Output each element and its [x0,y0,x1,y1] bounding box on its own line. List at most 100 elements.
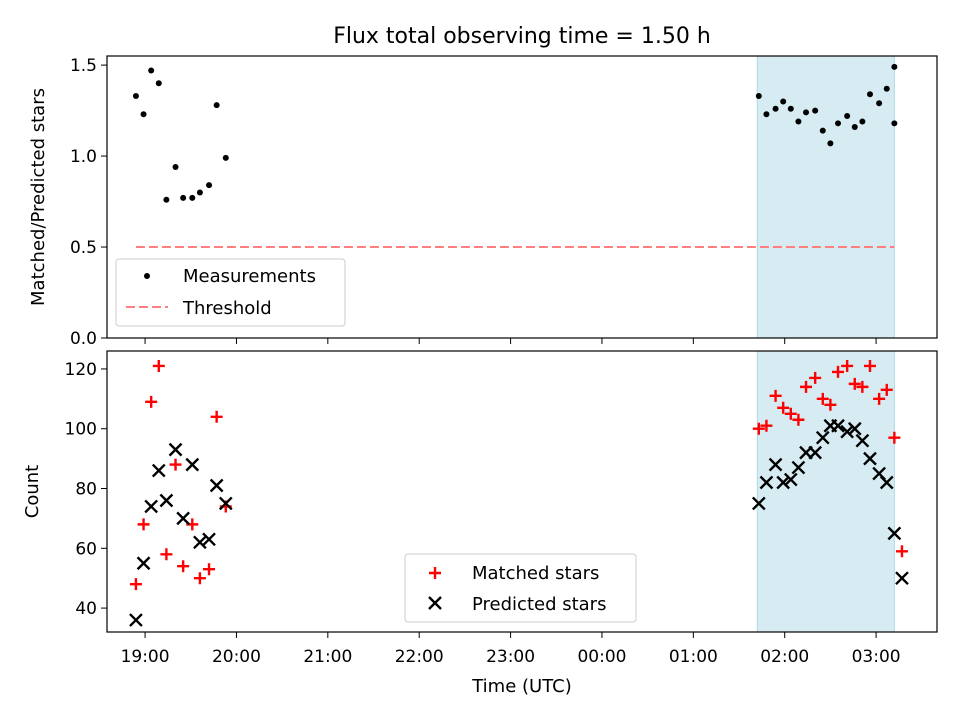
y-tick-label: 120 [65,360,97,380]
measurement-point [859,118,866,125]
measurement-point [866,91,873,98]
legend-box [115,258,346,327]
measurement-point [140,111,147,118]
predicted-star-point [840,424,854,439]
predicted-star-point [768,457,783,472]
predicted-star-point [831,418,845,433]
predicted-star-point [879,475,894,490]
measurement-point [163,196,170,203]
measurement-point [222,154,229,161]
matched-star-point [848,377,861,390]
matched-star-point [169,458,182,471]
x-tick-label: 21:00 [303,647,352,667]
matched-star-point [129,578,142,591]
measurement-point [196,189,203,196]
matched-star-point [177,560,190,573]
matched-star-point [777,401,790,414]
matched-star-point [816,392,829,405]
y-axis-label: Count [22,465,43,518]
matched-star-point [769,389,782,402]
matched-star-point [856,380,869,393]
x-tick-label: 19:00 [121,647,170,667]
measurement-point [148,67,155,74]
measurement-point [206,182,213,189]
matched-star-point [145,395,158,408]
matched-star-point [800,380,813,393]
matched-star-point [784,407,797,420]
matched-star-point [760,419,773,432]
measurement-point [876,100,883,107]
predicted-star-point [202,532,216,547]
predicted-star-point [193,535,207,550]
matched-star-point [152,359,165,372]
measurement-point [213,102,220,109]
predicted-star-point [855,433,870,448]
y-axis-label: Matched/Predicted stars [28,88,49,306]
matched-star-point [880,383,893,396]
predicted-star-point [151,463,166,478]
matched-star-point [832,365,845,378]
measurement-point [172,163,179,170]
x-tick-label: 00:00 [577,647,626,667]
legend-marker-x [428,596,442,610]
matched-star-point [137,518,150,531]
predicted-star-point [159,493,174,508]
measurement-point [755,93,762,100]
x-axis-label: Time (UTC) [471,676,572,697]
ratio-panel: 0.0 0.5 1.0 1.5 Matched/Predicted stars Measu… [28,55,938,349]
predicted-star-point [129,613,143,627]
measurement-point [772,105,779,112]
matched-star-point [841,359,854,372]
legend-label: Matched stars [472,563,599,584]
measurement-point [812,107,819,114]
measurement-point [155,80,162,87]
legend-label: Measurements [183,266,316,287]
axes-frame [106,350,938,633]
measurement-point [827,140,834,147]
x-tick-label: 02:00 [760,647,809,667]
x-tick-label: 03:00 [852,647,901,667]
measurement-point [851,123,858,130]
predicted-star-point [218,496,233,511]
measurement-point [891,63,898,70]
matched-star-point [160,548,173,561]
predicted-star-point [895,571,909,586]
legend-marker-dot [144,273,150,279]
measurement-point [795,118,802,125]
predicted-star-point [185,457,200,472]
predicted-star-point [887,526,902,541]
predicted-star-point [783,472,798,487]
matched-star-point [895,545,908,558]
y-tick-label: 1.0 [70,147,97,167]
measurement-point [883,85,890,92]
matched-star-point [193,572,206,585]
y-tick-label: 60 [75,539,97,559]
y-tick-label: 1.5 [70,56,97,76]
predicted-star-point [815,430,830,445]
predicted-star-point [751,496,766,511]
y-tick-label: 0.5 [70,238,97,258]
legend-label: Predicted stars [472,594,606,615]
y-tick-label: 0.0 [70,329,97,349]
matched-star-point [873,392,886,405]
legend: Matched stars Predicted stars [404,553,637,623]
matched-star-point [809,371,822,384]
y-tick-label: 40 [75,599,97,619]
measurement-point [780,98,787,105]
legend-label: Threshold [182,298,272,319]
measurement-point [787,105,794,112]
measurement-point [819,127,826,134]
predicted-star-point [759,475,774,490]
measurement-point [189,194,196,201]
matched-star-point [792,413,805,426]
matched-star-point [210,410,223,423]
measurement-point [132,93,139,100]
predicted-star-point [136,556,151,571]
predicted-star-point [176,511,190,526]
measurement-point [803,109,810,116]
matched-star-point [752,422,765,435]
y-tick-label: 80 [75,480,97,500]
measurement-point [844,113,851,120]
predicted-star-point [209,478,224,493]
